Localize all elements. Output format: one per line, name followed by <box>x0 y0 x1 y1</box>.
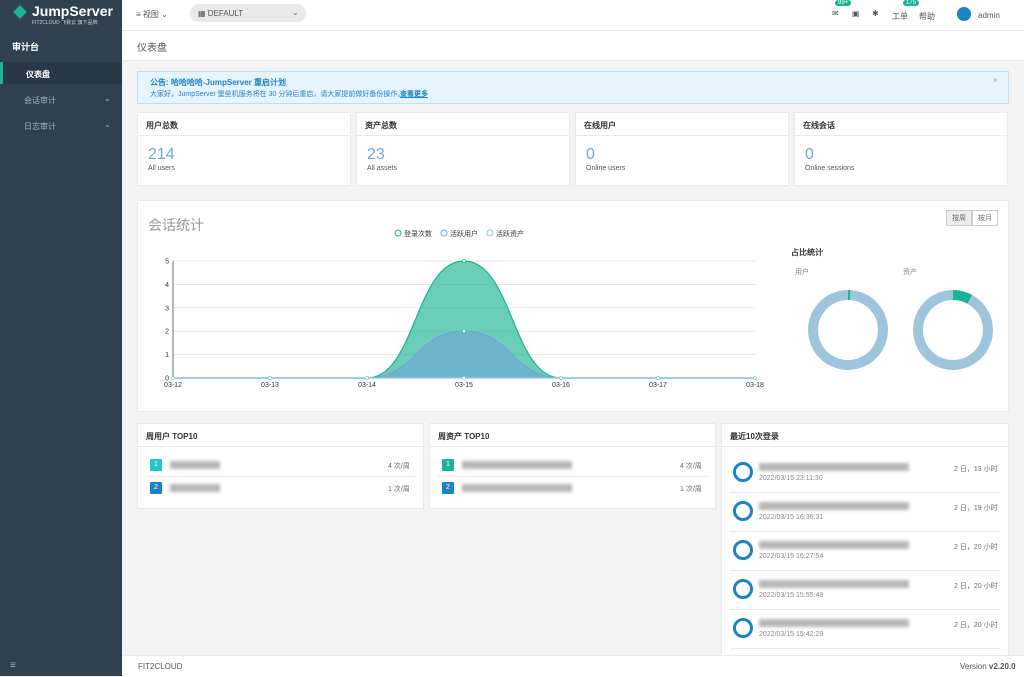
duration: 2 日，20 小时 <box>954 542 998 552</box>
y-tick-label: 2 <box>165 329 169 336</box>
duration: 2 日，20 小时 <box>954 581 998 591</box>
count: 4 次/周 <box>680 461 702 471</box>
divider <box>730 648 1000 649</box>
avatar <box>733 462 753 482</box>
redacted <box>759 619 909 627</box>
redacted <box>170 461 220 469</box>
y-tick-label: 5 <box>165 259 169 266</box>
footer: FIT2CLOUD Version v2.20.0 <box>122 655 1024 677</box>
point <box>754 377 757 380</box>
login-time: 2022/03/15 15:42:29 <box>759 631 823 638</box>
legend-label: 活跃资产 <box>496 229 524 238</box>
list-title: 最近10次登录 <box>730 431 779 442</box>
y-tick-label: 4 <box>165 282 169 289</box>
point <box>463 377 466 380</box>
count: 1 次/周 <box>388 484 410 494</box>
rank: 2 <box>442 482 454 494</box>
divider <box>730 570 1000 571</box>
donut-slice <box>918 295 988 365</box>
point <box>463 330 466 333</box>
divider <box>146 476 415 477</box>
divider <box>722 446 1008 447</box>
divider <box>730 492 1000 493</box>
divider <box>138 446 423 447</box>
x-tick-label: 03-13 <box>261 382 279 389</box>
legend-label: 登录次数 <box>404 229 432 238</box>
donut-slice <box>813 295 883 365</box>
x-tick-label: 03-12 <box>164 382 182 389</box>
top-list: 周用户 TOP10 1 4 次/周 2 1 次/周 <box>137 423 424 509</box>
list-title: 周资产 TOP10 <box>438 431 489 442</box>
count: 4 次/周 <box>388 461 410 471</box>
x-tick-label: 03-18 <box>746 382 764 389</box>
x-tick-label: 03-17 <box>649 382 667 389</box>
redacted <box>759 463 909 471</box>
duration: 2 日，19 小时 <box>954 503 998 513</box>
point <box>172 377 175 380</box>
legend-marker <box>487 230 493 236</box>
rank: 1 <box>150 459 162 471</box>
x-tick-label: 03-14 <box>358 382 376 389</box>
count: 1 次/周 <box>680 484 702 494</box>
rank: 1 <box>442 459 454 471</box>
login-time: 2022/03/15 15:55:48 <box>759 592 823 599</box>
duration: 2 日，20 小时 <box>954 620 998 630</box>
legend-marker <box>395 230 401 236</box>
donut-slice <box>953 295 970 299</box>
avatar <box>733 579 753 599</box>
divider <box>438 476 707 477</box>
version: v2.20.0 <box>989 662 1016 671</box>
divider <box>730 609 1000 610</box>
pie-label: 资产 <box>903 267 917 276</box>
avatar <box>733 618 753 638</box>
y-tick-label: 3 <box>165 305 169 312</box>
list-title: 周用户 TOP10 <box>146 431 197 442</box>
redacted <box>462 461 572 469</box>
version-label: Version <box>960 662 987 671</box>
pie-label: 用户 <box>795 267 809 276</box>
redacted <box>759 502 909 510</box>
point <box>366 377 369 380</box>
x-tick-label: 03-15 <box>455 382 473 389</box>
avatar <box>733 540 753 560</box>
login-time: 2022/03/15 23:11:30 <box>759 475 823 482</box>
duration: 2 日，13 小时 <box>954 464 998 474</box>
recent-list: 最近10次登录 2022/03/15 23:11:30 2 日，13 小时 2022/… <box>721 423 1009 657</box>
footer-left: FIT2CLOUD <box>138 662 182 671</box>
login-time: 2022/03/15 16:36:31 <box>759 514 823 521</box>
y-tick-label: 1 <box>165 352 169 359</box>
redacted <box>759 541 909 549</box>
x-tick-label: 03-16 <box>552 382 570 389</box>
point <box>560 377 563 380</box>
divider <box>730 531 1000 532</box>
point <box>269 377 272 380</box>
login-time: 2022/03/15 16:27:54 <box>759 553 823 560</box>
redacted <box>759 580 909 588</box>
top-list: 周资产 TOP10 1 4 次/周 2 1 次/周 <box>429 423 716 509</box>
rank: 2 <box>150 482 162 494</box>
point <box>463 260 466 263</box>
divider <box>430 446 715 447</box>
legend-marker <box>441 230 447 236</box>
avatar <box>733 501 753 521</box>
redacted <box>462 484 572 492</box>
redacted <box>170 484 220 492</box>
legend-label: 活跃用户 <box>450 229 478 238</box>
point <box>657 377 660 380</box>
